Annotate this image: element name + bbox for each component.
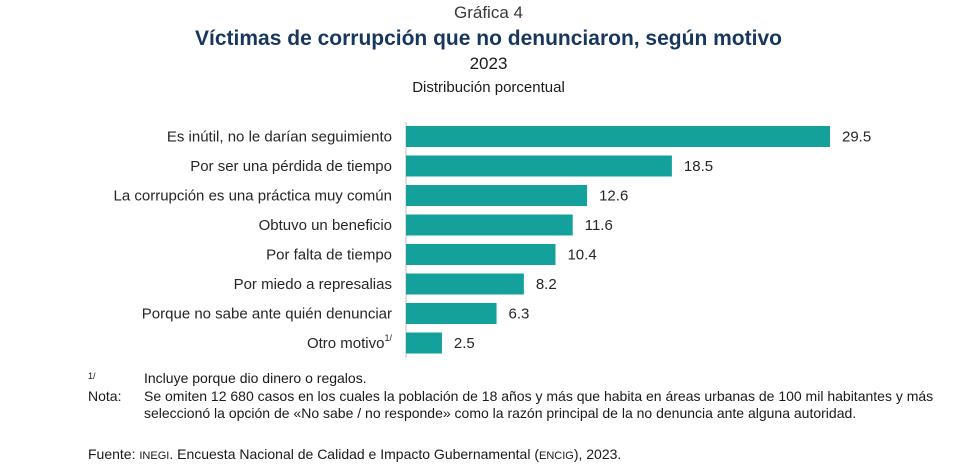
category-label: Por ser una pérdida de tiempo [190, 158, 392, 175]
bar [406, 185, 588, 206]
bar [406, 273, 524, 295]
value-label: 18.5 [684, 158, 713, 175]
footnote-1: 1/ Incluye porque dio dinero o regalos. [88, 370, 948, 387]
note-key: Nota: [88, 388, 122, 404]
source-end: ), 2023. [573, 446, 622, 462]
value-label: 6.3 [509, 306, 530, 323]
bar-chart: Es inútil, no le darían seguimiento 29.5 P… [114, 122, 871, 358]
source-org: INEGI [139, 450, 170, 462]
category-label: Porque no sabe ante quién denunciar [142, 306, 392, 323]
chart-title: Víctimas de corrupción que no denunciaro… [195, 27, 782, 50]
value-label: 11.6 [585, 217, 613, 234]
category-label: Por falta de tiempo [266, 247, 392, 264]
note-text: Se omiten 12 680 casos en los cuales la … [144, 388, 934, 421]
chart-unit: Distribución porcentual [412, 79, 565, 96]
footnote-1-key: 1/ [88, 371, 96, 381]
note: Nota: Se omiten 12 680 casos en los cual… [88, 388, 948, 439]
bar [406, 244, 556, 265]
chart-kicker: Gráfica 4 [454, 3, 523, 22]
footnote-1-text: Incluye porque dio dinero o regalos. [144, 370, 367, 386]
source-key: Fuente: [88, 446, 136, 462]
category-label: Otro motivo1/ [307, 333, 393, 352]
value-label: 8.2 [536, 276, 557, 293]
bar [406, 155, 672, 177]
bar [406, 332, 442, 354]
value-label: 10.4 [567, 247, 596, 264]
bar [406, 303, 497, 324]
source-mid: . Encuesta Nacional de Calidad e Impacto… [169, 446, 539, 462]
category-label: La corrupción es una práctica muy común [114, 188, 392, 205]
chart-year: 2023 [469, 54, 508, 73]
category-label: Obtuvo un beneficio [259, 217, 392, 234]
source: Fuente: INEGI. Encuesta Nacional de Cali… [88, 446, 621, 462]
category-label: Por miedo a represalias [234, 276, 392, 293]
value-label: 2.5 [454, 335, 475, 352]
category-label: Es inútil, no le darían seguimiento [167, 129, 392, 146]
value-label: 29.5 [842, 129, 871, 146]
value-label: 12.6 [599, 188, 628, 205]
bar [406, 126, 830, 147]
bar [406, 214, 573, 236]
source-abbr: ENCIG [538, 450, 574, 462]
